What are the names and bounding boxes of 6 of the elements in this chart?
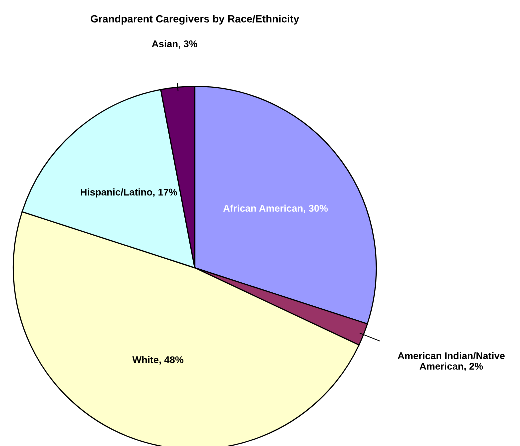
chart-title: Grandparent Caregivers by Race/Ethnicity bbox=[90, 15, 300, 25]
slice-label: Asian, 3% bbox=[152, 40, 198, 49]
slice-label: American Indian/Native American, 2% bbox=[398, 352, 505, 372]
slice-label: African American, 30% bbox=[223, 204, 328, 214]
slice-label: White, 48% bbox=[132, 356, 184, 365]
slice-label: Hispanic/Latino, 17% bbox=[81, 188, 178, 198]
